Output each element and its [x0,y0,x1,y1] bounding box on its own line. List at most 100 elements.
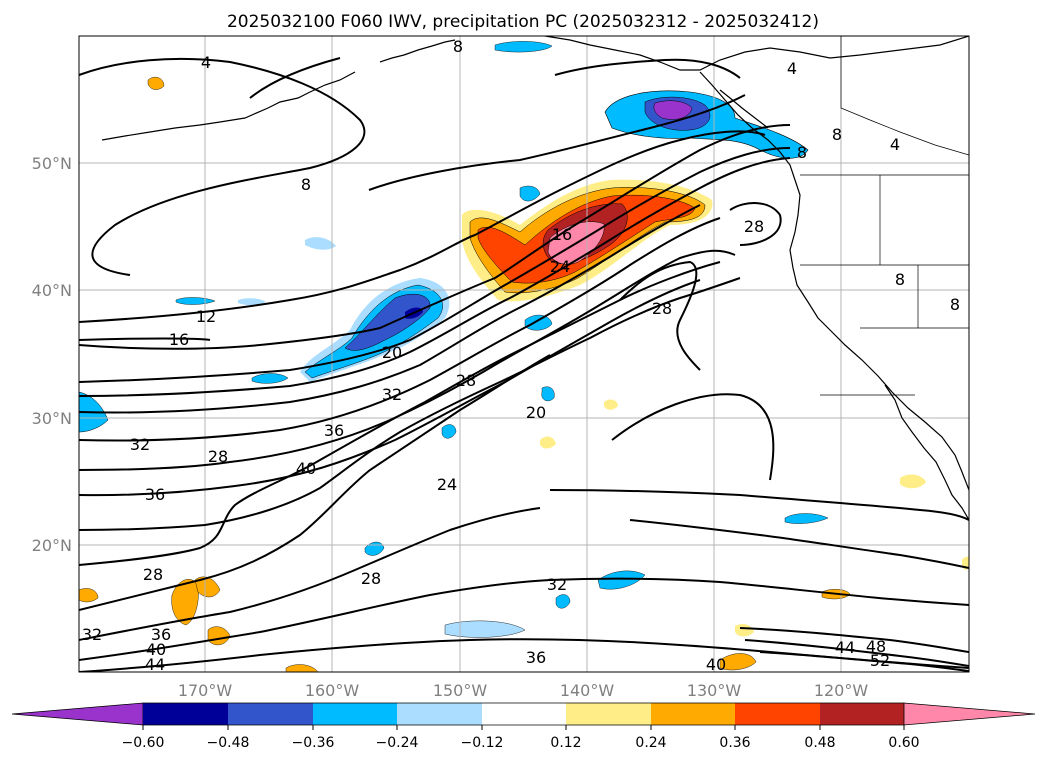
contour-label: 4 [201,53,211,72]
pos-blob-e [900,474,926,489]
neg-blob-c [251,373,289,384]
colorbar-bin [566,703,651,725]
colorbar-tick-label: 0.48 [804,735,835,751]
contour-label: 16 [552,225,572,244]
contour-label: 32 [382,385,402,404]
contour-label: 24 [437,475,457,494]
contour-label: 36 [526,648,546,667]
contour-label: 40 [296,459,316,478]
contour-label: 28 [208,447,228,466]
colorbar-bin [820,703,904,725]
pos-blob-b [194,576,221,598]
lon-labels: 170°W 160°W 150°W 140°W 130°W 120°W [178,681,869,700]
colorbar: −0.60 −0.48 −0.36 −0.24 −0.12 0.12 0.24 … [11,702,1036,751]
contour-label: 8 [895,270,905,289]
colorbar-tick-label: −0.60 [122,735,165,751]
neg-blob-h [541,386,555,402]
contour-label: 12 [196,307,216,326]
colorbar-tick-label: −0.12 [461,735,504,751]
iwv-contours [79,57,969,672]
colorbar-extend-high [903,702,1036,726]
map-frame [78,35,970,673]
contour-label: 36 [145,485,165,504]
map-background [79,36,969,672]
contour-label: 8 [453,37,463,56]
colorbar-tick-label: −0.36 [292,735,335,751]
neg-blob-i [444,620,526,638]
contour-label: 16 [169,330,189,349]
neg-mid-central [344,293,431,351]
lon-label: 160°W [305,681,360,700]
contour-label: 28 [143,565,163,584]
colorbar-bin [313,703,397,725]
pos-blob-i [79,588,99,603]
colorbar-bin [228,703,313,725]
colorbar-bin [482,703,566,725]
contour-label: 44 [145,655,165,674]
lat-label: 50°N [32,154,72,173]
contour-labels: 4 4 8 8 4 8 12 16 20 16 24 28 28 32 28 3… [82,37,960,674]
neg-blob-b [238,298,266,306]
contour-label: 40 [146,640,166,659]
neg-blob-d [305,237,336,250]
neg-blob-g [441,424,457,439]
colorbar-tick-label: 0.24 [635,735,666,751]
lat-label: 20°N [32,536,72,555]
contour-label: 32 [82,625,102,644]
contour-label: 36 [324,421,344,440]
contour-label: 4 [890,135,900,154]
lon-label: 150°W [433,681,488,700]
colorbar-tick-label: −0.48 [207,735,250,751]
contour-label: 8 [301,175,311,194]
contour-label: 4 [787,59,797,78]
pos-blob-l [604,399,618,410]
colorbar-bin [143,703,228,725]
lon-label: 170°W [178,681,233,700]
pos-blob-d [719,653,757,671]
neg-blob-e [519,185,541,202]
neg-blob-m [555,594,571,609]
lat-label: 30°N [32,409,72,428]
colorbar-tick-label: 0.12 [550,735,581,751]
pos-blob-g [285,664,319,672]
colorbar-bin [397,703,482,725]
political-borders [800,36,969,396]
lon-label: 130°W [687,681,742,700]
contour-label: 36 [151,625,171,644]
contour-label: 40 [706,655,726,674]
lat-labels: 50°N 40°N 30°N 20°N [32,154,72,555]
contour-label: 20 [526,403,546,422]
pos-blob-a [171,579,199,626]
contour-label: 52 [870,651,890,670]
contour-label: 32 [130,435,150,454]
pos-blob-h [147,76,165,90]
contour-label: 8 [797,143,807,162]
colorbar-tick-label: 0.36 [719,735,750,751]
contour-label: 20 [382,343,402,362]
neg-blob-k [784,513,829,524]
lat-label: 40°N [32,281,72,300]
contour-label: 28 [652,299,672,318]
lon-label: 140°W [560,681,615,700]
contour-label: 8 [832,125,842,144]
contour-label: 28 [744,217,764,236]
neg-extreme-bc [653,100,693,120]
figure-title: 2025032100 F060 IWV, precipitation PC (2… [227,12,819,32]
pos-blob-k [540,436,556,449]
contour-label: 24 [550,257,570,276]
lon-label: 120°W [814,681,869,700]
colorbar-bin [651,703,735,725]
pos-blob-j [735,624,754,637]
colorbar-bin [735,703,820,725]
contour-label: 28 [456,371,476,390]
neg-blob-j [597,570,646,590]
map-panel: 4 4 8 8 4 8 12 16 20 16 24 28 28 32 28 3… [78,35,970,674]
contour-label: 28 [361,569,381,588]
neg-blob-f [524,314,553,331]
contour-label: 48 [866,637,886,656]
colorbar-tick-label: 0.60 [888,735,919,751]
contour-label: 32 [547,575,567,594]
colorbar-extend-low [11,702,144,726]
neg-blob-north [494,41,553,53]
